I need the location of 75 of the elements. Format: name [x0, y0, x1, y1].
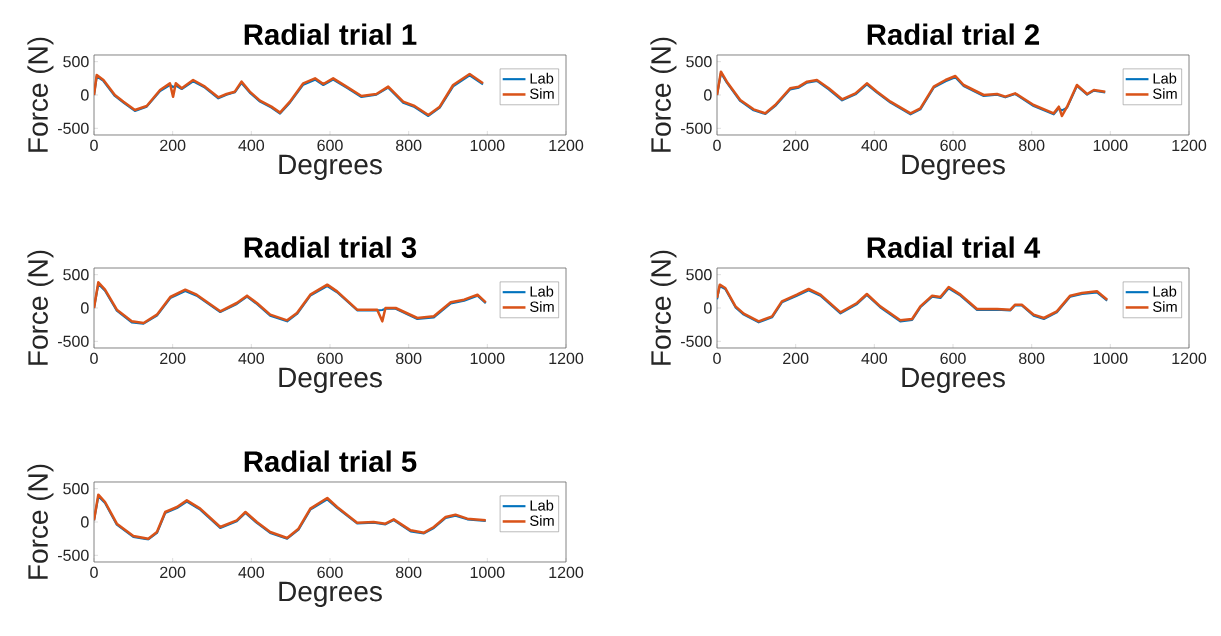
y-axis-title: Force (N) [27, 464, 54, 579]
x-tick-label: 0 [90, 352, 98, 365]
x-tick-label: 0 [90, 566, 98, 579]
chart-title: Radial trial 1 [244, 23, 417, 45]
y-tick-label: -500 [57, 549, 89, 561]
y-axis-title: Force (N) [27, 37, 54, 152]
x-tick-label: 600 [317, 566, 343, 579]
x-tick-label: 400 [861, 352, 888, 365]
y-tick-label: 0 [704, 302, 712, 314]
x-axis-title: Degrees [902, 154, 1005, 180]
x-tick-label: 600 [940, 352, 966, 365]
y-tick-label: -500 [57, 122, 89, 134]
y-tick-label: -500 [680, 335, 712, 347]
x-axis-title: Degrees [902, 367, 1005, 393]
y-axis-title: Force (N) [650, 250, 677, 365]
x-tick-label: 800 [396, 566, 422, 579]
x-tick-label: 600 [317, 139, 343, 152]
x-tick-label: 400 [861, 139, 888, 152]
x-tick-label: 800 [1019, 352, 1045, 365]
y-tick-label: 500 [63, 269, 89, 281]
y-tick-label: 0 [81, 516, 89, 528]
legend-label: Lab [1153, 72, 1177, 84]
x-tick-label: 800 [396, 139, 422, 152]
y-tick-label: -500 [680, 122, 712, 134]
x-tick-label: 400 [238, 139, 265, 152]
legend-label: Sim [530, 301, 554, 312]
legend-label: Sim [1153, 88, 1177, 99]
y-tick-label: 500 [686, 56, 712, 68]
y-tick-label: 0 [704, 89, 712, 101]
y-tick-label: 0 [81, 302, 89, 314]
x-axis-title: Degrees [279, 154, 382, 180]
x-tick-label: 200 [783, 352, 809, 365]
legend-label: Lab [530, 499, 554, 511]
x-tick-label: 1000 [470, 139, 505, 152]
chart-title: Radial trial 4 [867, 236, 1041, 258]
x-axis-title: Degrees [279, 367, 382, 393]
legend-label: Sim [530, 88, 554, 99]
y-axis-title: Force (N) [650, 37, 677, 152]
chart-title: Radial trial 3 [244, 236, 417, 258]
x-tick-label: 0 [713, 352, 721, 365]
x-tick-label: 1000 [1093, 352, 1128, 365]
x-tick-label: 0 [90, 139, 98, 152]
x-tick-label: 200 [160, 566, 186, 579]
x-tick-label: 400 [238, 352, 265, 365]
legend-label: Lab [530, 285, 554, 297]
legend-label: Sim [530, 515, 554, 526]
x-tick-label: 200 [783, 139, 809, 152]
chart-title: Radial trial 5 [244, 450, 417, 472]
x-tick-label: 800 [396, 352, 422, 365]
y-tick-label: 500 [63, 56, 89, 68]
legend-label: Lab [530, 72, 554, 84]
y-tick-label: 0 [81, 89, 89, 101]
x-tick-label: 400 [238, 566, 265, 579]
y-tick-label: 500 [63, 483, 89, 495]
x-tick-label: 200 [160, 352, 186, 365]
x-tick-label: 1200 [1172, 139, 1207, 152]
x-tick-label: 200 [160, 139, 186, 152]
legend-label: Lab [1153, 285, 1177, 297]
x-tick-label: 1000 [470, 566, 505, 579]
x-tick-label: 1000 [1093, 139, 1128, 152]
y-tick-label: 500 [686, 269, 712, 281]
x-tick-label: 1200 [549, 352, 584, 365]
x-tick-label: 0 [713, 139, 721, 152]
chart-title: Radial trial 2 [867, 23, 1040, 45]
legend-label: Sim [1153, 301, 1177, 312]
x-tick-label: 600 [940, 139, 966, 152]
x-tick-label: 600 [317, 352, 343, 365]
x-tick-label: 1200 [549, 139, 584, 152]
x-tick-label: 800 [1019, 139, 1045, 152]
x-tick-label: 1200 [1172, 352, 1207, 365]
y-tick-label: -500 [57, 335, 89, 347]
x-tick-label: 1000 [470, 352, 505, 365]
x-tick-label: 1200 [549, 566, 584, 579]
y-axis-title: Force (N) [27, 250, 54, 365]
x-axis-title: Degrees [279, 581, 382, 607]
